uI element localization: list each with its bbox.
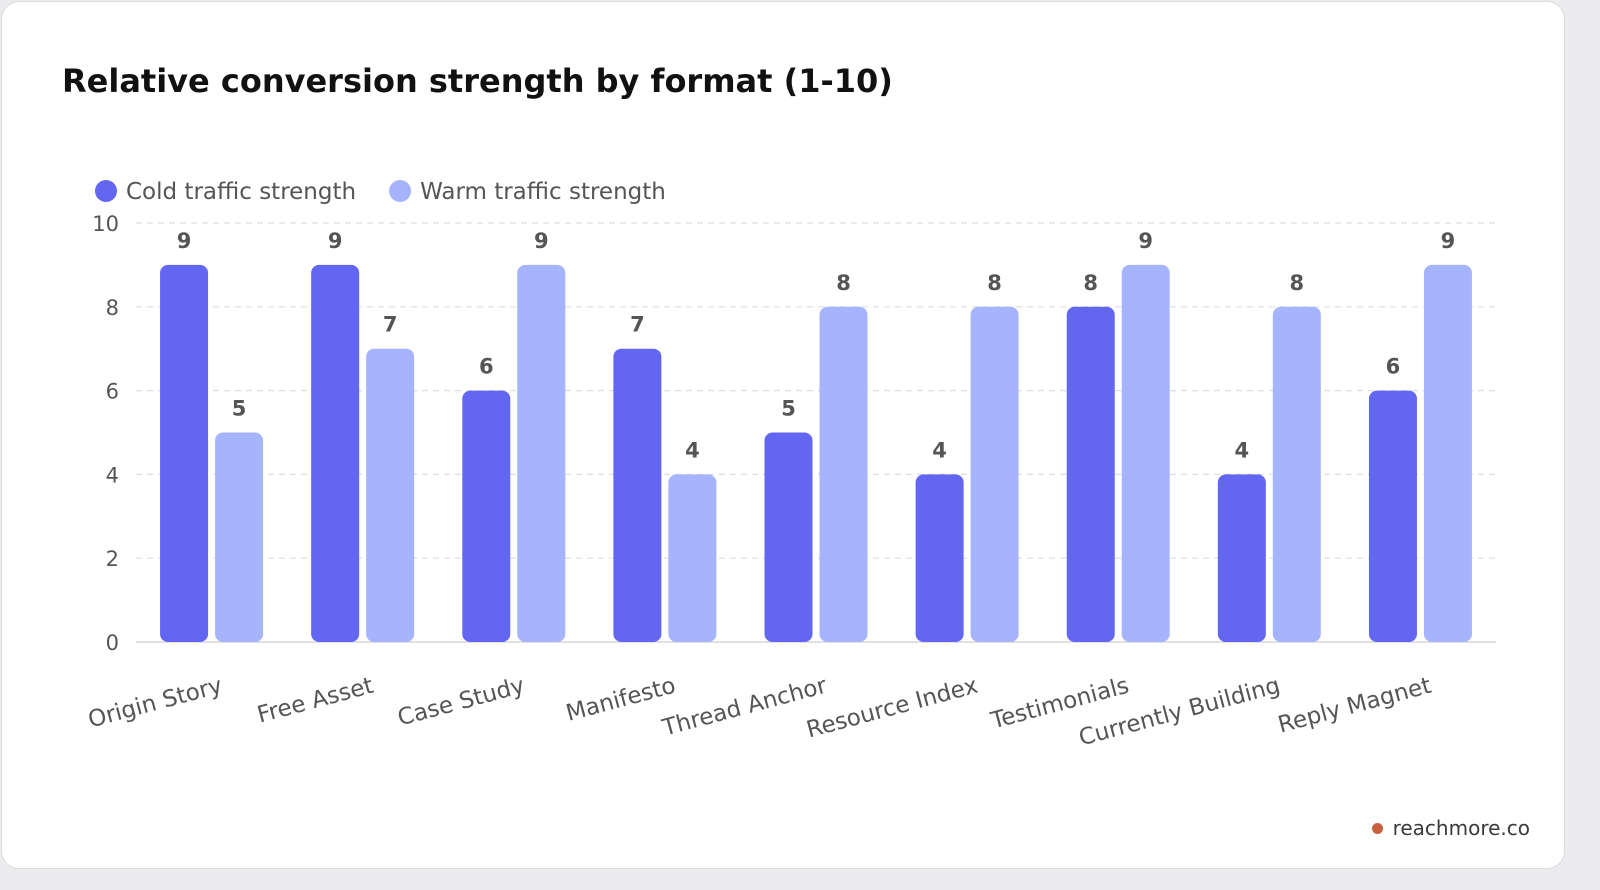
bar: [915, 474, 964, 642]
y-tick-label: 6: [106, 380, 119, 404]
data-label: 9: [534, 229, 549, 253]
bar: [1121, 264, 1170, 642]
bar: [1368, 390, 1417, 642]
data-label: 8: [987, 271, 1002, 295]
legend-marker: [389, 180, 412, 202]
data-label: 4: [1235, 438, 1250, 462]
data-label: 9: [1441, 229, 1456, 253]
x-tick-label: Origin Story: [85, 673, 225, 734]
data-label: 9: [328, 229, 343, 253]
data-label: 5: [781, 397, 796, 421]
data-label: 8: [1290, 271, 1305, 295]
bar: [1217, 474, 1266, 642]
chart-title: Relative conversion strength by format (…: [62, 62, 893, 100]
bar: [970, 306, 1019, 642]
bar: [764, 432, 813, 642]
data-label: 4: [685, 438, 700, 462]
bar: [1272, 306, 1321, 642]
y-tick-label: 0: [106, 631, 119, 655]
data-label: 7: [630, 313, 645, 337]
y-tick-label: 4: [106, 463, 119, 487]
bar: [1066, 306, 1115, 642]
chart-card: Relative conversion strength by format (…: [1, 1, 1565, 869]
data-label: 8: [1083, 271, 1098, 295]
bar: [517, 264, 566, 642]
bar: [819, 306, 868, 642]
legend-marker: [95, 180, 117, 202]
bar: [215, 432, 264, 642]
y-tick-label: 10: [92, 212, 119, 236]
data-label: 8: [836, 271, 851, 295]
bar: [311, 264, 360, 642]
legend-label: Cold traffic strength: [126, 179, 356, 205]
bar: [1423, 264, 1472, 642]
bar: [366, 348, 415, 642]
brand-dot-icon: [1371, 822, 1383, 834]
legend-label: Warm traffic strength: [420, 179, 666, 205]
x-tick-label: Case Study: [395, 673, 527, 732]
bar: [462, 390, 511, 642]
x-tick-label: Free Asset: [255, 673, 377, 729]
data-label: 4: [932, 438, 947, 462]
y-tick-label: 2: [106, 547, 119, 571]
brand-text: reachmore.co: [1392, 816, 1530, 840]
x-tick-label: Resource Index: [804, 673, 981, 744]
brand-watermark: reachmore.co: [1371, 816, 1530, 840]
bar-chart: 0 2 4 6 8 10 9 5 Origin Story 9 7 Free Asset 6 9 Case …: [85, 179, 1496, 751]
data-label: 7: [383, 313, 398, 337]
data-label: 6: [479, 355, 494, 379]
bar: [668, 474, 717, 642]
bar: [613, 348, 662, 642]
data-label: 9: [1138, 229, 1153, 253]
x-tick-label: Reply Magnet: [1275, 673, 1434, 739]
y-tick-label: 8: [106, 296, 119, 320]
data-label: 6: [1386, 355, 1401, 379]
x-tick-label: Thread Anchor: [659, 673, 830, 742]
data-label: 9: [177, 229, 192, 253]
bar: [160, 264, 209, 642]
data-label: 5: [232, 397, 247, 421]
